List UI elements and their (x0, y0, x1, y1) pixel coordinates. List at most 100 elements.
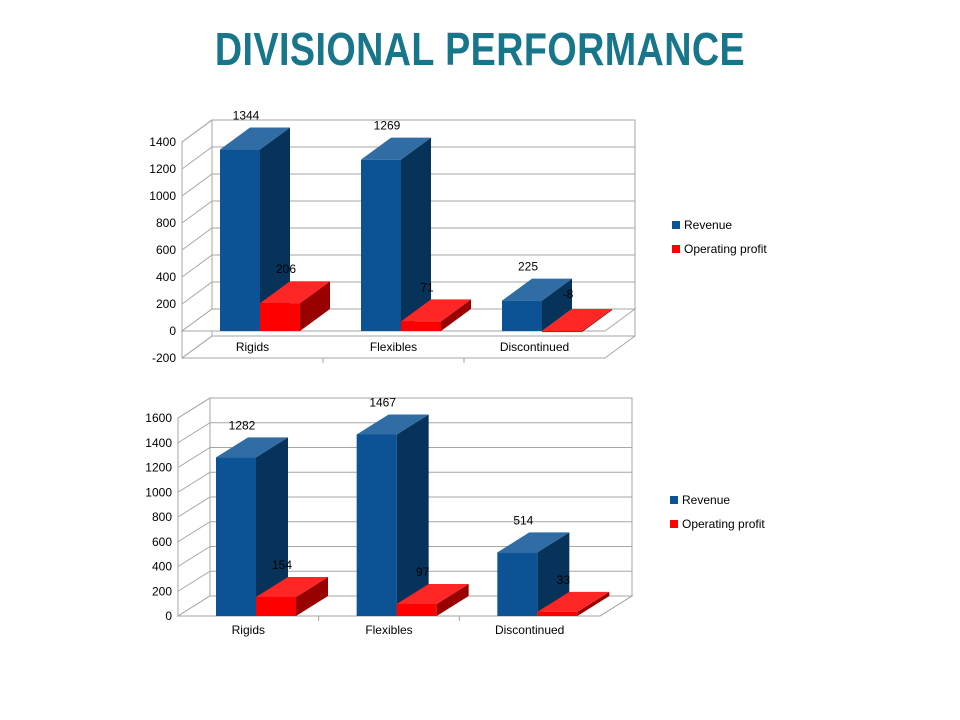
gridline (181, 335, 635, 359)
bar (537, 611, 578, 616)
x-tick-label: Discontinued (500, 340, 569, 354)
bar-top (356, 414, 429, 435)
legend-swatch (672, 245, 680, 253)
bar (361, 159, 401, 331)
y-tick-label: 600 (152, 535, 172, 549)
data-label: -8 (563, 287, 574, 301)
y-tick-label: 1000 (149, 189, 176, 203)
y-tick-label: 200 (152, 584, 172, 598)
y-tick-label: 600 (156, 243, 176, 257)
y-tick-label: 0 (165, 609, 172, 623)
legend-swatch (672, 221, 680, 229)
bar (220, 149, 260, 331)
bar-top (256, 576, 328, 597)
bar-top (401, 299, 471, 322)
data-label: 1282 (229, 418, 256, 432)
legend-label: Operating profit (684, 242, 767, 256)
y-tick-label: 400 (152, 560, 172, 574)
gridline (181, 119, 635, 143)
bar (401, 321, 441, 331)
gridline (177, 447, 632, 468)
bar-side (296, 576, 328, 616)
y-tick-label: 1600 (145, 411, 172, 425)
y-tick-label: 1400 (149, 135, 176, 149)
bar-top (497, 532, 570, 553)
data-label: 1467 (369, 395, 396, 409)
y-tick-label: 800 (152, 510, 172, 524)
bar (356, 434, 397, 616)
gridline (181, 281, 635, 305)
data-label: 154 (272, 558, 292, 572)
bar-side (542, 278, 572, 331)
x-tick-label: Discontinued (495, 623, 564, 637)
data-label: 225 (518, 260, 538, 274)
bar-top (260, 281, 330, 304)
gridline (181, 227, 635, 251)
data-label: 1269 (374, 119, 401, 133)
bar-top (542, 309, 612, 331)
bar-side (436, 583, 469, 616)
bar (497, 552, 538, 616)
gridline (177, 422, 632, 444)
gridline (177, 521, 632, 543)
bar-side (260, 127, 290, 331)
gridline (181, 200, 635, 224)
bar-top (216, 437, 288, 458)
gridline (181, 254, 635, 278)
y-tick-label: -200 (152, 351, 176, 365)
y-tick-label: 400 (156, 270, 176, 284)
bar-top (537, 591, 610, 612)
data-label: 97 (416, 565, 430, 579)
bar-side (537, 532, 570, 616)
data-label: 206 (276, 262, 296, 276)
legend-label: Revenue (682, 493, 730, 507)
legend-label: Revenue (684, 218, 732, 232)
bar (256, 596, 296, 616)
bar-top (502, 278, 572, 301)
legend-label: Operating profit (682, 517, 765, 531)
gridline (181, 146, 635, 170)
bar-side (396, 414, 429, 616)
gridline (177, 546, 632, 567)
bar (216, 457, 256, 616)
x-axis-depth-line (604, 335, 636, 359)
bar-side (441, 299, 471, 331)
x-tick-label: Rigids (232, 623, 265, 637)
y-tick-label: 800 (156, 216, 176, 230)
bar (260, 303, 300, 331)
bar (502, 300, 542, 331)
gridline (177, 471, 632, 493)
x-axis-depth-line (599, 595, 633, 617)
legend-swatch (670, 496, 678, 504)
slide-title: DIVISIONAL PERFORMANCE (214, 23, 746, 75)
bar-side (582, 309, 612, 333)
bar-side (256, 437, 288, 616)
data-label: 71 (420, 280, 434, 294)
x-tick-label: Rigids (236, 340, 269, 354)
y-tick-label: 1400 (145, 436, 172, 450)
y-tick-label: 1200 (149, 162, 176, 176)
bar (396, 603, 437, 616)
bar-side (577, 591, 610, 616)
x-tick-label: Flexibles (370, 340, 417, 354)
data-label: 514 (513, 513, 533, 527)
bar (542, 331, 582, 333)
bar-top (361, 137, 431, 160)
gridline (177, 570, 632, 592)
bar-top (396, 583, 469, 604)
data-label: 1344 (233, 109, 260, 123)
y-tick-label: 1000 (145, 485, 172, 499)
x-tick-label: Flexibles (365, 623, 412, 637)
legend-swatch (670, 520, 678, 528)
y-tick-label: 200 (156, 297, 176, 311)
bar-side (300, 281, 330, 331)
gridline (177, 397, 632, 419)
gridline (177, 496, 632, 518)
data-label: 33 (557, 573, 571, 587)
bar-side (401, 137, 431, 331)
gridline (181, 173, 635, 197)
bar-top (220, 127, 290, 150)
y-tick-label: 0 (169, 324, 176, 338)
